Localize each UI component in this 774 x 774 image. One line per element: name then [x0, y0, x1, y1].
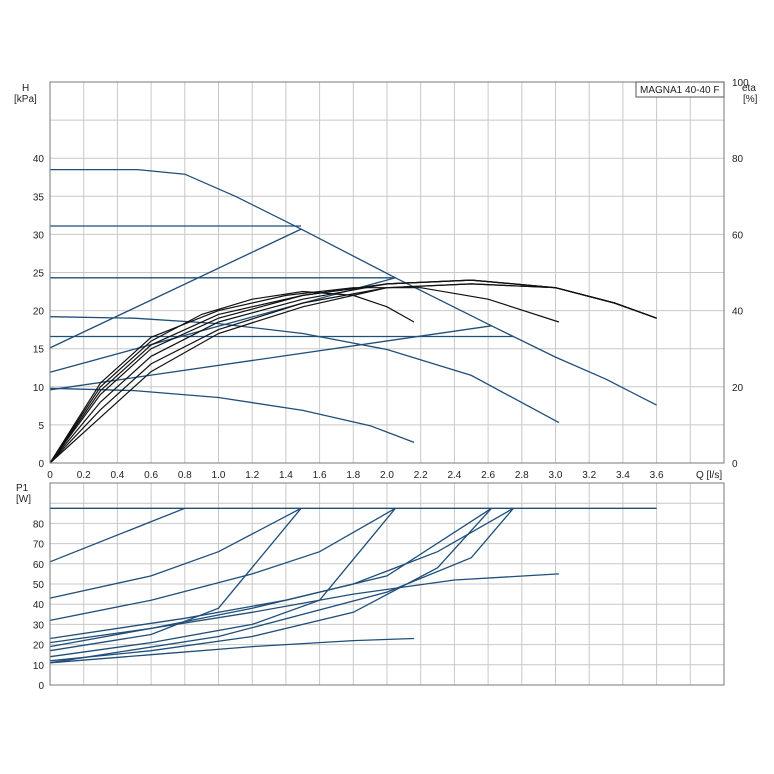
model-title: MAGNA1 40-40 F — [640, 85, 719, 96]
power-axis-label-line2: [W] — [16, 494, 31, 505]
flow-tick-label: 1.8 — [346, 470, 360, 481]
efficiency-tick-label: 40 — [732, 307, 744, 318]
flow-axis-ticks: 0 0.2 0.4 0.6 0.8 1.0 1.2 1.4 1.6 1.8 2.0 2.2 2.4 2.6… — [47, 470, 664, 481]
flow-tick-label: 0.4 — [110, 470, 124, 481]
head-plot-frame — [49, 81, 725, 464]
power-curve — [49, 507, 186, 563]
flow-axis-label: Q [l/s] — [696, 470, 722, 481]
head-curve — [49, 228, 302, 349]
head-axis-ticks: 0 5 10 15 20 25 30 35 40 — [33, 154, 45, 470]
efficiency-tick-label: 60 — [732, 230, 744, 241]
efficiency-axis-label-line2: [%] — [743, 94, 758, 105]
power-curve — [49, 507, 302, 652]
efficiency-tick-label: 20 — [732, 383, 744, 394]
head-curve — [49, 316, 560, 424]
power-tick-label: 0 — [38, 681, 44, 692]
head-curve — [50, 168, 657, 406]
power-tick-label: 10 — [33, 661, 45, 672]
head-axis-label-line2: [kPa] — [14, 94, 37, 105]
efficiency-tick-label: 100 — [732, 78, 749, 89]
power-curve — [49, 507, 492, 662]
flow-tick-label: 2.2 — [414, 470, 428, 481]
head-tick-label: 40 — [33, 154, 45, 165]
power-tick-label: 50 — [33, 580, 45, 591]
head-tick-label: 5 — [38, 421, 44, 432]
power-curve — [49, 637, 415, 664]
model-title-box — [635, 81, 725, 98]
head-tick-label: 10 — [33, 383, 45, 394]
power-tick-label: 70 — [33, 540, 45, 551]
power-curve — [49, 507, 514, 648]
head-axis-label-line1: H — [22, 83, 29, 94]
power-curve — [49, 507, 396, 658]
power-curve — [49, 507, 514, 664]
efficiency-axis-label-line1: eta — [742, 83, 756, 94]
flow-tick-label: 0.2 — [77, 470, 91, 481]
flow-tick-label: 3.4 — [616, 470, 630, 481]
flow-tick-label: 0.8 — [178, 470, 192, 481]
flow-tick-label: 3.0 — [549, 470, 563, 481]
head-curves — [49, 168, 657, 444]
efficiency-curve — [49, 279, 657, 464]
flow-tick-label: 0 — [47, 470, 53, 481]
flow-tick-label: 3.6 — [650, 470, 664, 481]
power-curve — [49, 507, 302, 599]
head-curve — [49, 325, 492, 391]
power-tick-label: 60 — [33, 560, 45, 571]
flow-tick-label: 2.0 — [380, 470, 394, 481]
power-tick-label: 40 — [33, 600, 45, 611]
head-tick-label: 25 — [33, 269, 45, 280]
power-tick-label: 30 — [33, 620, 45, 631]
power-curve — [49, 573, 559, 644]
head-plot-grid — [50, 82, 724, 463]
flow-tick-label: 1.2 — [245, 470, 259, 481]
flow-tick-label: 0.6 — [144, 470, 158, 481]
flow-tick-label: 2.4 — [447, 470, 461, 481]
power-axis-ticks: 0 10 20 30 40 50 60 70 80 — [33, 519, 45, 692]
flow-tick-label: 3.2 — [582, 470, 596, 481]
flow-tick-label: 1.6 — [313, 470, 327, 481]
head-curve — [49, 277, 396, 373]
head-tick-label: 20 — [33, 307, 45, 318]
power-curves — [49, 507, 657, 664]
power-plot-grid — [50, 483, 724, 685]
efficiency-curve — [49, 290, 415, 464]
flow-tick-label: 2.6 — [481, 470, 495, 481]
efficiency-tick-label: 0 — [732, 459, 738, 470]
head-tick-label: 15 — [33, 345, 45, 356]
power-tick-label: 80 — [33, 519, 45, 530]
power-plot-frame — [49, 482, 725, 686]
head-curve — [49, 387, 415, 444]
efficiency-curve — [49, 287, 560, 464]
flow-tick-label: 2.8 — [515, 470, 529, 481]
power-tick-label: 20 — [33, 641, 45, 652]
efficiency-axis-ticks: 0 20 40 60 80 100 — [732, 78, 749, 470]
efficiency-tick-label: 80 — [732, 154, 744, 165]
flow-tick-label: 1.0 — [212, 470, 226, 481]
power-curve — [49, 507, 396, 622]
head-tick-label: 35 — [33, 192, 45, 203]
head-tick-label: 30 — [33, 230, 45, 241]
power-curve — [49, 507, 492, 640]
efficiency-curves — [49, 279, 657, 464]
power-axis-label-line1: P1 — [16, 483, 29, 494]
flow-tick-label: 1.4 — [279, 470, 293, 481]
head-tick-label: 0 — [38, 459, 44, 470]
